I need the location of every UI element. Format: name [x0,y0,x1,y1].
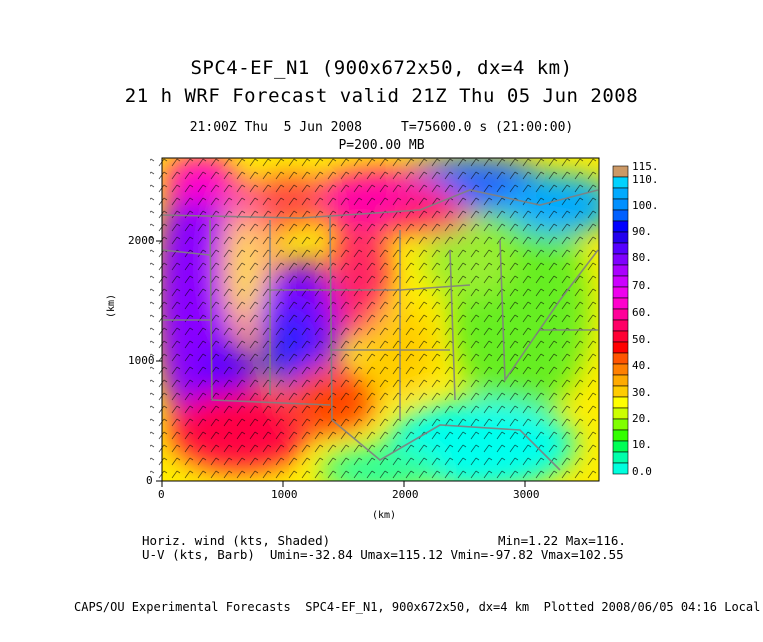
colorbar-label: 20. [632,412,652,425]
y-axis-label: (km) [106,293,117,318]
shaded-field-description: Horiz. wind (kts, Shaded) [142,533,331,548]
pressure-level: P=200.00 MB [338,138,425,153]
colorbar-label: 10. [632,438,652,451]
x-tick-label: 0 [158,488,165,501]
shaded-wind-field [162,158,599,481]
y-tick-label: 1000 [128,354,155,367]
y-tick-label: 2000 [128,234,155,247]
colorbar-label: 40. [632,359,652,372]
plot-title-line1: SPC4-EF_N1 (900x672x50, dx=4 km) [190,57,573,79]
x-tick-label: 1000 [271,488,298,501]
plot-title-line2: 21 h WRF Forecast valid 21Z Thu 05 Jun 2… [124,85,639,107]
colorbar-label: 90. [632,225,652,238]
colorbar-label: 70. [632,279,652,292]
colorbar-label: 100. [632,199,659,212]
valid-time-line: 21:00Z Thu 5 Jun 2008 T=75600.0 s (21:00… [189,120,574,135]
colorbar-label: 30. [632,386,652,399]
colorbar-label: 60. [632,306,652,319]
colorbar-label: 115. [632,160,659,173]
colorbar-label: 50. [632,333,652,346]
x-axis-label: (km) [372,510,397,521]
footer-credit: CAPS/OU Experimental Forecasts SPC4-EF_N… [74,600,763,614]
colorbar-label: 0.0 [632,465,652,478]
x-tick-label: 3000 [513,488,540,501]
colorbar [612,165,629,475]
field-min-max: Min=1.22 Max=116. [498,533,626,548]
colorbar-label: 80. [632,251,652,264]
barb-field-description: U-V (kts, Barb) Umin=-32.84 Umax=115.12 … [142,547,624,562]
y-tick-label: 0 [146,474,153,487]
x-tick-label: 2000 [392,488,419,501]
colorbar-label: 110. [632,173,659,186]
